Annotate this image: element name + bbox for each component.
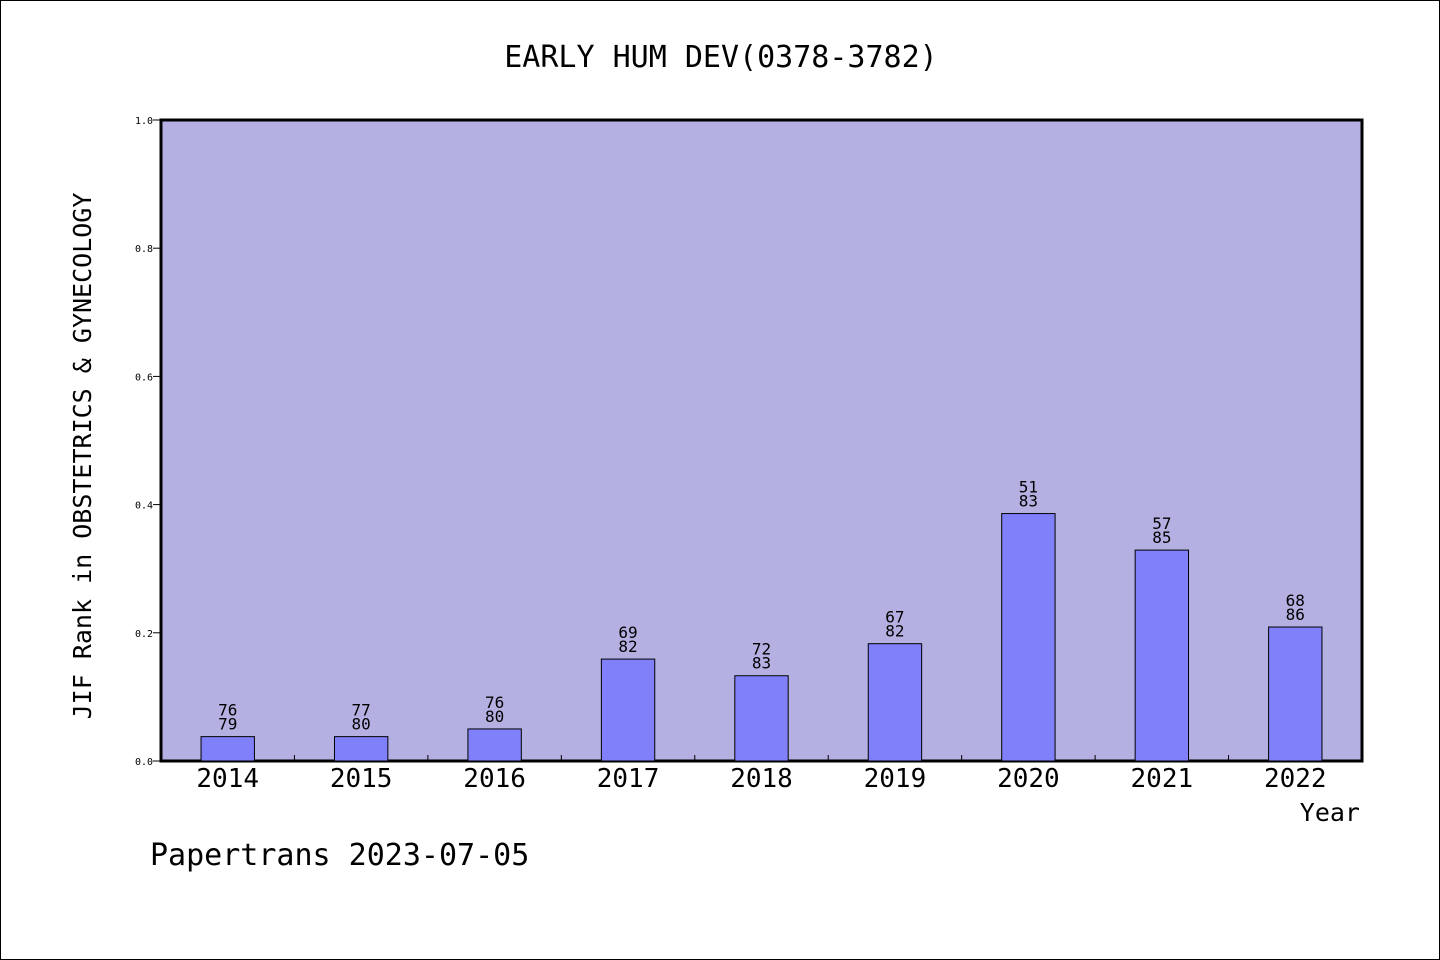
y-tick-label: 0.6	[135, 372, 153, 383]
x-tick-label: 2017	[597, 764, 660, 794]
x-tick-label: 2018	[730, 764, 793, 794]
x-tick-label: 2015	[330, 764, 393, 794]
bar	[1134, 549, 1190, 762]
bar-label-top: 76	[218, 701, 237, 720]
x-axis-label: Year	[1300, 798, 1360, 827]
x-tick-label: 2021	[1131, 764, 1194, 794]
bar	[867, 643, 923, 762]
bar-label-top: 67	[885, 608, 904, 627]
bar-label-bottom: 82	[885, 622, 904, 641]
footer-credit: Papertrans 2023-07-05	[150, 838, 529, 873]
bar	[200, 736, 255, 762]
y-tick-label: 1.0	[135, 116, 153, 127]
bar	[1001, 513, 1056, 762]
y-tick-label: 0.2	[135, 629, 153, 640]
bar-label-top: 69	[618, 623, 637, 642]
bar-label-bottom: 86	[1286, 605, 1305, 624]
bar	[333, 736, 389, 762]
bar-label-top: 76	[485, 693, 504, 712]
y-tick-label: 0.0	[135, 757, 153, 768]
bar-label-top: 72	[752, 640, 771, 659]
bar-label-bottom: 80	[352, 715, 371, 734]
bar-label-top: 77	[352, 701, 371, 720]
bar	[600, 658, 656, 762]
y-axis-label: JIF Rank in OBSTETRICS & GYNECOLOGY	[68, 193, 97, 720]
bar-label-bottom: 83	[1019, 492, 1038, 511]
bar	[1268, 626, 1323, 762]
bar	[467, 728, 522, 762]
x-tick-label: 2014	[196, 764, 259, 794]
y-axis: 0.0 0.2 0.4 0.6 0.8 1.0	[135, 116, 161, 768]
x-axis: 2014 2015 2016 2017 2018 2019 2020 2021 2022	[196, 755, 1327, 794]
y-tick-label: 0.4	[135, 501, 153, 512]
bar-label-bottom: 85	[1152, 528, 1171, 547]
bar	[734, 675, 789, 762]
bar-label-bottom: 80	[485, 707, 504, 726]
y-tick-label: 0.8	[135, 244, 153, 255]
chart-title: EARLY HUM DEV(0378-3782)	[504, 40, 937, 75]
x-tick-label: 2020	[997, 764, 1060, 794]
bar-label-bottom: 83	[752, 654, 771, 673]
x-tick-label: 2019	[864, 764, 927, 794]
bar-label-top: 51	[1019, 478, 1038, 497]
bar-label-bottom: 82	[618, 637, 637, 656]
bar-label-bottom: 79	[218, 715, 237, 734]
bar-label-top: 68	[1286, 591, 1305, 610]
x-tick-label: 2016	[463, 764, 526, 794]
x-tick-label: 2022	[1264, 764, 1327, 794]
bar-label-top: 57	[1152, 514, 1171, 533]
